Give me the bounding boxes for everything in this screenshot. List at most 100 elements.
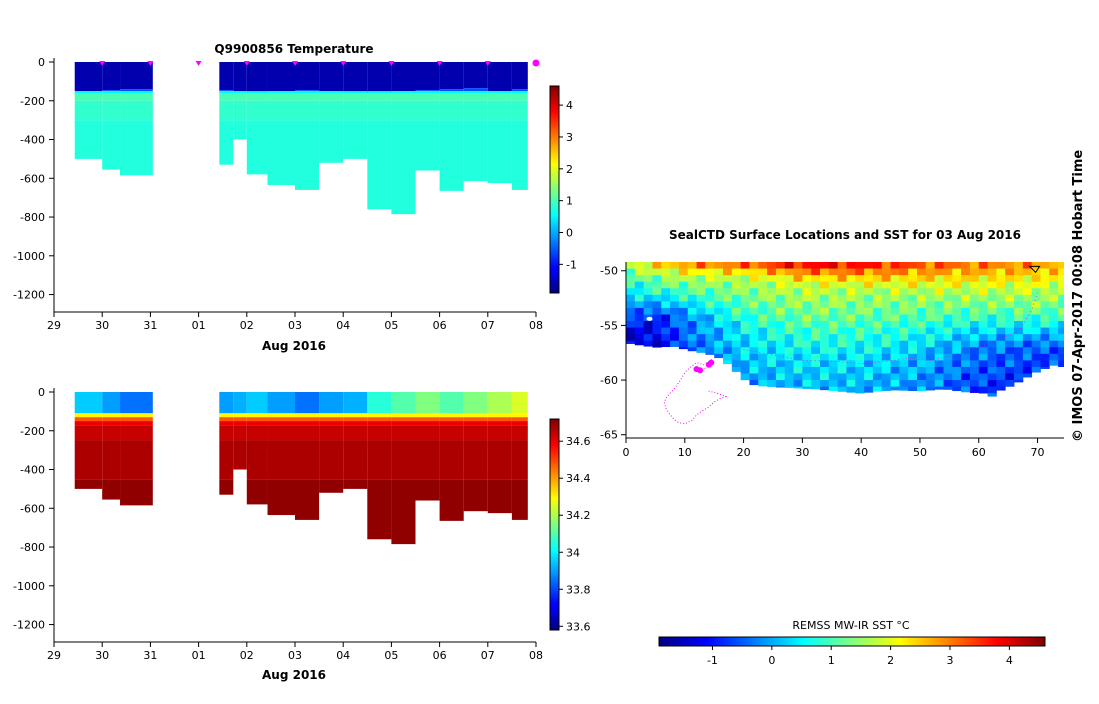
salinity-x-tick-label: 07 [481,649,495,662]
salinity-cell-p8-l5 [319,440,344,480]
salinity-cell-p16-l2 [511,417,528,422]
sst-cell [1014,268,1024,276]
sst-cell [793,373,803,381]
temperature-cell-p14-l3 [463,93,488,101]
sst-cell [978,373,988,381]
sst-cell [626,334,636,342]
sst-cell [872,360,883,368]
sst-cell [802,327,812,335]
sst-cell [1022,301,1033,309]
sst-cell [855,386,865,394]
sst-cell [952,307,962,315]
sst-cell [661,288,671,296]
sst-cell [705,321,715,328]
sst-cell [943,340,953,348]
sst-cell [1005,262,1015,269]
temperature-cell-p11-l4 [391,100,416,121]
sst-cell [1022,347,1033,355]
sst-cell [864,294,874,302]
salinity-cell-p12-l4 [415,425,440,441]
temperature-cell-p15-l2 [487,91,512,94]
sst-cell [626,268,636,276]
salinity-cell-p8-l1 [319,413,344,418]
sst-cell [740,334,750,342]
salinity-cell-p1-l3 [102,421,121,426]
sst-cell [1058,301,1064,309]
sst-cell [908,262,918,269]
sst-cell [775,301,786,309]
sst-cell [969,301,980,309]
sst-cell [969,262,980,269]
sst-cell [978,360,988,368]
sst-cell [1040,281,1050,289]
sst-cell [643,301,653,309]
salinity-cell-p9-l0 [343,392,368,414]
temperature-title: Q9900856 Temperature [214,42,373,56]
sst-cell [661,301,671,309]
sst-cell [899,301,909,309]
salinity-y-tick-label: 0 [38,386,45,399]
sst-cell [943,307,953,315]
sst-cell [1005,281,1015,289]
sst-cell [1058,353,1064,361]
sst-cell [643,340,653,347]
sst-cell [978,380,988,388]
sst-cell [890,321,900,328]
sst-cell [767,301,777,309]
sst-cell [820,321,830,328]
sst-cell [652,268,662,276]
sst-cell [978,294,988,302]
salinity-cell-p0-l0 [74,392,103,414]
salinity-cell-p1-l0 [102,392,121,414]
sst-cell [793,314,803,322]
sst-cell [855,360,865,368]
sst-cell [802,294,812,302]
sst-cell [934,281,944,289]
sst-cell [652,314,662,322]
sst-cell [899,281,909,289]
temperature-cell-p10-l4 [367,100,392,121]
sst-cell [678,334,689,342]
sst-cell [634,340,645,346]
sst-cell [678,314,689,322]
sst-cell [784,294,794,302]
sst-cell [864,321,874,328]
sst-cell [828,275,839,283]
sst-cell [925,301,936,309]
sst-cell [952,301,962,309]
sst-cell [811,294,821,302]
sst-cell [996,373,1006,381]
sst-cell [908,281,918,289]
temperature-cell-p6-l5 [267,120,295,186]
sst-cell [908,327,918,335]
sst-cell [784,307,794,315]
sst-cell [925,366,936,374]
sst-cell [917,314,927,322]
sst-cell [908,380,918,388]
salinity-cell-p10-l2 [367,417,392,422]
sst-cell [802,275,812,283]
sst-cell [1031,275,1041,283]
sst-cell [846,366,856,374]
sst-cell [908,301,918,309]
sst-cell [1049,288,1059,296]
profile-marker [340,61,347,66]
sst-cell [1040,321,1050,328]
sst-cell [784,262,794,269]
temperature-cell-p15-l4 [487,100,512,121]
sst-cell [890,268,900,276]
sst-cell [952,262,962,269]
salinity-cell-p3-l5 [219,440,234,480]
sst-cell [855,314,865,322]
sst-cell [1040,340,1050,348]
temperature-cell-p6-l4 [267,100,295,121]
sst-cell [855,301,865,309]
sst-cell [978,307,988,315]
sst-cell [881,275,891,283]
sst-cell [917,268,927,276]
sst-cell [1040,301,1050,309]
sst-cell [872,340,883,348]
sst-cell [934,268,944,276]
sst-cell [784,373,794,381]
sst-cell [881,307,891,315]
